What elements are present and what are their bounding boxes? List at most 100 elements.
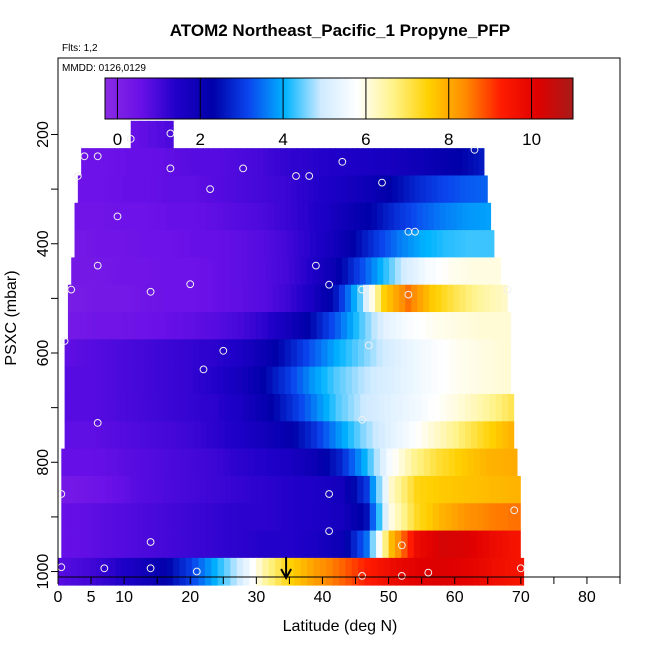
heatmap-cell — [489, 503, 497, 531]
heatmap-cell — [235, 175, 242, 204]
heatmap-cell — [187, 503, 195, 531]
heatmap-cell — [501, 284, 508, 313]
heatmap-cell — [426, 503, 434, 531]
heatmap-cell — [64, 421, 72, 450]
heatmap-cell — [138, 421, 146, 450]
heatmap-cell — [130, 475, 138, 504]
heatmap-cell — [243, 475, 251, 504]
heatmap-cell — [483, 475, 490, 504]
heatmap-cell — [291, 148, 298, 176]
heatmap-cell — [190, 175, 197, 204]
heatmap-cell — [187, 475, 195, 504]
heatmap-cell — [417, 448, 425, 477]
colorbar-gradient — [104, 77, 574, 120]
heatmap-cell — [249, 393, 257, 422]
heatmap-cell — [486, 366, 494, 395]
heatmap-cell — [351, 284, 358, 313]
heatmap-cell — [138, 393, 146, 422]
heatmap-cell — [386, 175, 393, 204]
heatmap-cell — [291, 202, 298, 231]
heatmap-cell — [236, 257, 243, 286]
heatmap-cell — [459, 175, 466, 204]
heatmap-cell — [281, 475, 289, 504]
heatmap-cell — [354, 393, 361, 422]
heatmap-cell — [143, 475, 151, 504]
heatmap-cell — [317, 421, 324, 450]
heatmap-cell — [325, 202, 332, 231]
heatmap-cell — [224, 557, 232, 586]
sample-point — [166, 164, 175, 173]
heatmap-cell — [324, 257, 331, 286]
heatmap-cell — [451, 503, 459, 531]
heatmap-cell — [395, 312, 403, 340]
heatmap-cell — [92, 284, 99, 313]
heatmap-cell — [165, 257, 172, 286]
heatmap-cell — [412, 257, 420, 286]
heatmap-cell — [331, 475, 339, 504]
heatmap-cell — [184, 175, 191, 204]
heatmap-cell — [468, 312, 476, 340]
heatmap-cell — [114, 202, 121, 231]
heatmap-cell — [218, 257, 225, 286]
heatmap-cell — [281, 557, 289, 586]
heatmap-cell — [174, 339, 182, 368]
heatmap-cell — [370, 339, 377, 368]
heatmap-cell — [382, 339, 390, 368]
heatmap-cell — [405, 284, 412, 313]
sample-point — [404, 290, 413, 299]
heatmap-cell — [501, 530, 509, 559]
heatmap-cell — [399, 284, 406, 313]
heatmap-cell — [132, 393, 140, 422]
sample-point — [93, 152, 102, 161]
heatmap-cell — [224, 475, 232, 504]
heatmap-cell — [365, 312, 372, 340]
heatmap-cell — [483, 257, 490, 286]
heatmap-cell — [310, 312, 318, 340]
y-tick-label: 1000 — [35, 554, 52, 590]
heatmap-cell — [364, 366, 371, 395]
heatmap-cell — [101, 366, 108, 395]
heatmap-cell — [199, 339, 206, 368]
heatmap-cell — [222, 202, 230, 231]
heatmap-cell — [419, 312, 427, 340]
heatmap-cell — [160, 230, 168, 258]
heatmap-cell — [387, 284, 394, 313]
heatmap-cell — [300, 530, 308, 559]
heatmap-cell — [83, 393, 90, 422]
heatmap-cell — [351, 366, 359, 395]
sample-point — [424, 568, 433, 577]
heatmap-cell — [400, 257, 408, 286]
heatmap-cell — [275, 557, 283, 586]
heatmap-cell — [320, 284, 328, 313]
heatmap-cell — [448, 230, 455, 258]
heatmap-cell — [294, 257, 302, 286]
heatmap-cell — [162, 503, 169, 531]
heatmap-cell — [370, 366, 377, 395]
heatmap-cell — [161, 448, 169, 477]
heatmap-cell — [391, 393, 398, 422]
heatmap-cell — [455, 448, 462, 477]
heatmap-cell — [70, 393, 78, 422]
heatmap-cell — [357, 530, 365, 559]
heatmap-cell — [340, 148, 347, 176]
heatmap-cell — [254, 284, 262, 313]
heatmap-cell — [256, 312, 263, 340]
heatmap-cell — [437, 175, 444, 204]
heatmap-cell — [482, 175, 488, 204]
heatmap-cell — [205, 202, 213, 231]
heatmap-cell — [440, 421, 448, 450]
heatmap-cell — [511, 557, 519, 586]
heatmap-cell — [303, 339, 310, 368]
heatmap-cell — [454, 175, 461, 204]
heatmap-cell — [89, 557, 97, 586]
y-tick-label: 400 — [35, 230, 52, 257]
heatmap-cell — [436, 230, 444, 258]
heatmap-cell — [248, 339, 255, 368]
sample-point — [397, 541, 406, 550]
heatmap-cell — [154, 202, 161, 231]
heatmap-cell — [296, 148, 303, 176]
heatmap-cell — [156, 339, 164, 368]
heatmap-cell — [337, 202, 344, 231]
heatmap-cell — [465, 257, 473, 286]
heatmap-cell — [350, 503, 358, 531]
